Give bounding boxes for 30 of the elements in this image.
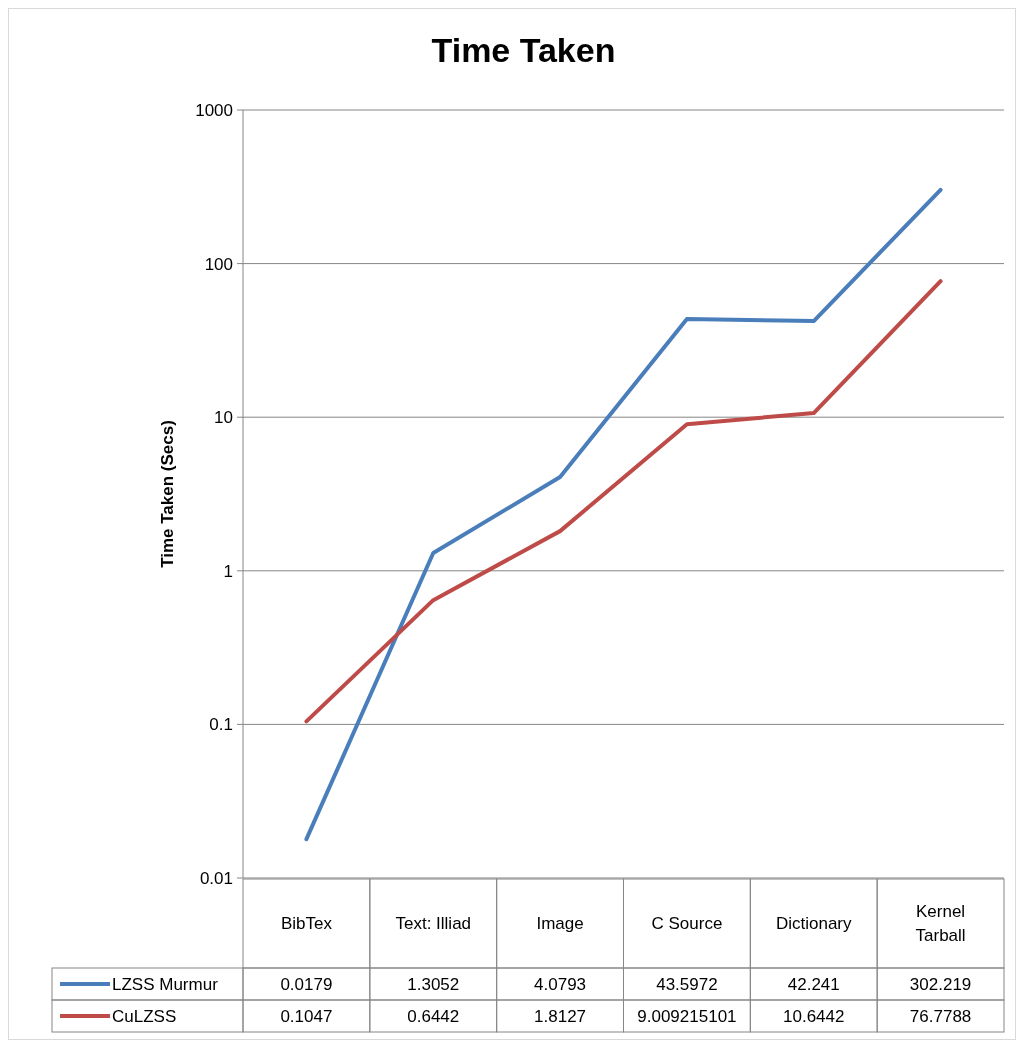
x-tick-label: Dictionary <box>775 913 853 933</box>
data-label: 4.0793 <box>534 974 587 994</box>
data-label: 42.241 <box>787 974 840 994</box>
y-tick-label: 10 <box>214 408 233 428</box>
y-tick-label: 1000 <box>195 100 233 120</box>
data-label: 0.6442 <box>407 1006 460 1026</box>
x-tick-label: Text: Illiad <box>395 913 472 933</box>
legend-label: LZSS Murmur <box>112 974 219 994</box>
data-label: 43.5972 <box>656 974 718 994</box>
data-label: 76.7788 <box>909 1006 972 1026</box>
x-tick-label: C Source <box>651 913 723 933</box>
line-series <box>304 279 943 724</box>
data-label: 10.6442 <box>783 1006 845 1026</box>
y-axis-title: Time Taken (Secs) <box>158 420 177 568</box>
y-tick-label: 100 <box>204 254 233 274</box>
data-label: 0.0179 <box>280 974 333 994</box>
data-label: 9.009215101 <box>637 1006 737 1026</box>
x-tick-label: BibTex <box>280 913 333 933</box>
x-tick-label: Image <box>536 913 584 933</box>
data-label: 0.1047 <box>280 1006 333 1026</box>
y-tick-label: 0.01 <box>199 868 233 888</box>
data-label: 1.8127 <box>534 1006 587 1026</box>
y-tick-label: 1 <box>223 561 233 581</box>
legend-label: CuLZSS <box>112 1006 177 1026</box>
x-tick-label: Kernel Tarball <box>915 901 966 945</box>
chart-title: Time Taken <box>431 31 616 69</box>
data-label: 302.219 <box>909 974 972 994</box>
data-label: 1.3052 <box>407 974 460 994</box>
y-tick-label: 0.1 <box>209 715 233 735</box>
line-series <box>304 187 943 842</box>
